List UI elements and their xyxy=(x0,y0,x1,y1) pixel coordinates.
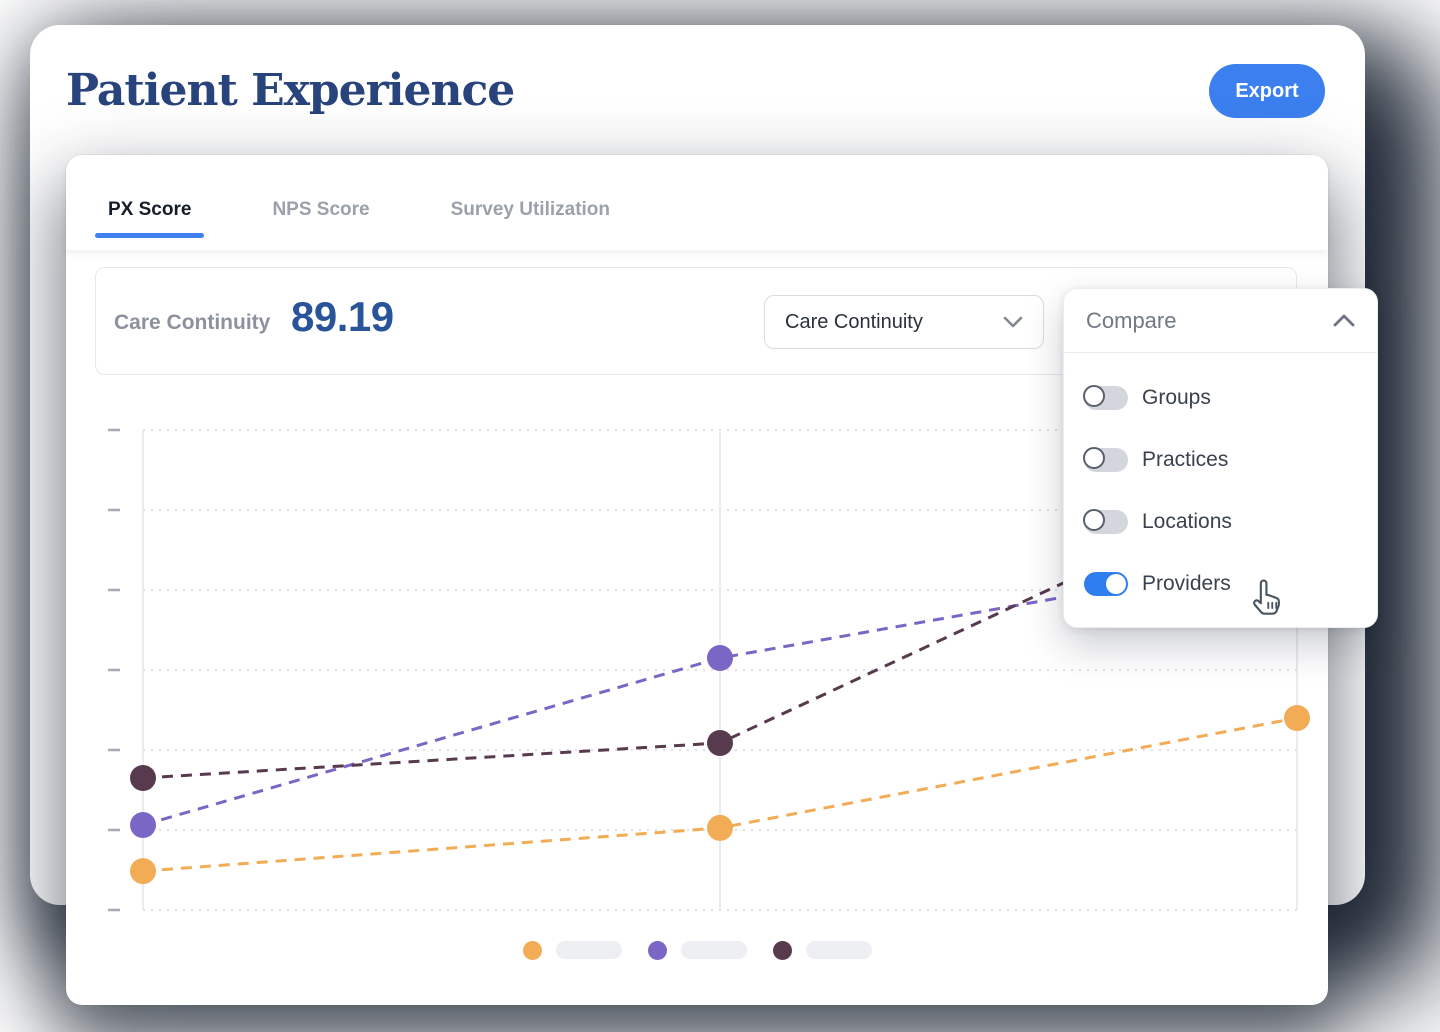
chart-legend xyxy=(66,936,1328,964)
legend-label-redacted xyxy=(555,941,622,959)
legend-dot-purple xyxy=(647,940,667,960)
legend-label-redacted xyxy=(680,941,747,959)
practices-toggle[interactable] xyxy=(1083,447,1128,472)
score-label: Care Continuity xyxy=(114,311,271,334)
px-score-trend-chart xyxy=(108,428,1310,912)
export-button[interactable]: Export xyxy=(1209,64,1325,118)
page-title: Patient Experience xyxy=(66,65,515,116)
compare-row-practices: Practices xyxy=(1083,429,1357,491)
locations-toggle[interactable] xyxy=(1083,509,1128,534)
score-value: 89.19 xyxy=(291,293,394,340)
tab-bar: PX Score NPS Score Survey Utilization xyxy=(66,155,1328,250)
providers-toggle[interactable] xyxy=(1084,572,1128,596)
metric-select[interactable]: Care Continuity xyxy=(764,295,1044,349)
toggle-knob xyxy=(1083,385,1105,407)
tab-nps-score[interactable]: NPS Score xyxy=(272,198,370,220)
practices-toggle-label: Practices xyxy=(1142,448,1229,471)
compare-row-providers: Providers xyxy=(1084,553,1357,615)
groups-toggle-label: Groups xyxy=(1142,386,1211,409)
chevron-down-icon xyxy=(1003,316,1023,328)
legend-item xyxy=(772,940,872,960)
toggle-knob xyxy=(1083,509,1105,531)
legend-label-redacted xyxy=(805,941,872,959)
compare-label: Compare xyxy=(1086,307,1177,333)
tab-survey-utilization[interactable]: Survey Utilization xyxy=(450,198,611,220)
toggle-knob xyxy=(1106,574,1126,594)
compare-row-groups: Groups xyxy=(1083,367,1357,429)
compare-row-locations: Locations xyxy=(1083,491,1357,553)
groups-toggle[interactable] xyxy=(1083,385,1128,410)
chevron-up-icon xyxy=(1333,314,1355,327)
compare-dropdown-panel: Compare Groups Practices Locations Provi… xyxy=(1063,288,1378,628)
legend-dot-maroon xyxy=(772,940,792,960)
hand-pointer-cursor-icon xyxy=(1253,579,1280,615)
legend-item xyxy=(522,940,622,960)
tab-px-score[interactable]: PX Score xyxy=(95,180,205,240)
providers-toggle-label: Providers xyxy=(1142,572,1231,595)
compare-dropdown-header[interactable]: Compare xyxy=(1064,289,1377,353)
locations-toggle-label: Locations xyxy=(1142,510,1232,533)
legend-item xyxy=(647,940,747,960)
toggle-knob xyxy=(1083,447,1105,469)
legend-dot-orange xyxy=(522,940,542,960)
metric-select-value: Care Continuity xyxy=(785,310,923,333)
compare-options-list: Groups Practices Locations Providers xyxy=(1064,353,1377,629)
